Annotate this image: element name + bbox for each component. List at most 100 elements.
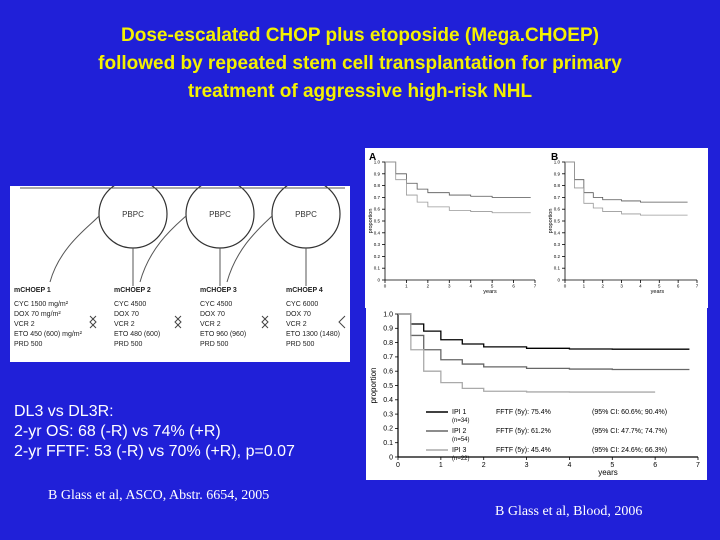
- ipi-survival-chart-svg: 0 0.1 0.2 0.3 0.4 0.5 0.6 0.7 0.8 0.9 1.0 0 1 2 3 4 5 6 7 p…: [369, 311, 700, 477]
- cycle-dose: DOX 70: [114, 311, 139, 318]
- legend-result: FFTF (5y): 75.4%: [496, 409, 551, 416]
- schema-arrow: [139, 215, 187, 283]
- y-tick-label: 0.2: [374, 254, 381, 259]
- title-line: treatment of aggressive high-risk NHL: [187, 81, 533, 102]
- schema-arrow: [226, 215, 273, 283]
- cycle-dose: DOX 70: [286, 311, 311, 318]
- x-tick-label: 2: [601, 284, 604, 289]
- y-tick-label: 0.5: [374, 219, 381, 224]
- pbpc-circle: PBPC: [98, 179, 168, 249]
- pbpc-circle: PBPC: [271, 179, 341, 249]
- x-tick-label: 7: [696, 462, 700, 469]
- x-tick-label: 6: [677, 284, 680, 289]
- panel-label-a: A: [369, 152, 376, 163]
- pbpc-circle: PBPC: [185, 179, 255, 249]
- cycle-dose: PRD 500: [14, 341, 43, 348]
- x-tick-label: 1: [583, 284, 586, 289]
- y-tick-label: 0.4: [383, 397, 393, 404]
- x-tick-label: 7: [534, 284, 537, 289]
- y-tick-label: 0.7: [383, 354, 393, 361]
- x-tick-label: 6: [512, 284, 515, 289]
- cycle-dose: ETO 960 (960): [200, 331, 246, 338]
- y-tick-label: 0.4: [374, 230, 381, 235]
- cycle-dose: DOX 70: [200, 311, 225, 318]
- y-tick-label: 0.3: [383, 411, 393, 418]
- y-tick-label: 0.3: [554, 242, 561, 247]
- citation-asco: B Glass et al, ASCO, Abstr. 6654, 2005: [48, 488, 270, 503]
- summary-line: 2-yr FFTF: 53 (-R) vs 70% (+R), p=0.07: [14, 443, 295, 460]
- cycle-dose: VCR 2: [286, 321, 307, 328]
- y-tick-label: 0.4: [554, 230, 561, 235]
- cycle-dose: CYC 6000: [286, 301, 318, 308]
- legend-ci: (95% CI: 47.7%; 74.7%): [592, 428, 667, 435]
- series-line-ipi-2: [398, 313, 690, 371]
- y-tick-label: 0.8: [554, 183, 561, 188]
- pbpc-label: PBPC: [295, 210, 317, 219]
- y-tick-label: 0.8: [383, 340, 393, 347]
- x-tick-label: 0: [564, 284, 567, 289]
- x-tick-label: 1: [405, 284, 408, 289]
- y-tick-label: 0.6: [374, 207, 381, 212]
- y-tick-label: 0: [389, 454, 393, 461]
- cycle-dose: DOX 70 mg/m²: [14, 311, 61, 318]
- cycle-name: mCHOEP 4: [286, 287, 323, 294]
- cycle-dose: CYC 1500 mg/m²: [14, 301, 69, 308]
- cycle-block-3: mCHOEP 3 CYC 4500 DOX 70 VCR 2 ETO 960 (…: [200, 287, 246, 348]
- cycle-dose: VCR 2: [14, 321, 35, 328]
- y-tick-label: 0.5: [383, 383, 393, 390]
- x-axis-label: years: [651, 289, 665, 295]
- x-tick-label: 5: [610, 462, 614, 469]
- x-tick-label: 7: [696, 284, 699, 289]
- y-axis-label: proportion: [548, 209, 554, 234]
- x-tick-label: 2: [482, 462, 486, 469]
- x-tick-label: 4: [567, 462, 571, 469]
- cycle-dose: PRD 500: [286, 341, 315, 348]
- cycle-dose: ETO 480 (600): [114, 331, 160, 338]
- y-tick-label: 0.1: [374, 266, 381, 271]
- y-tick-label: 0.1: [554, 266, 561, 271]
- cycle-name: mCHOEP 3: [200, 287, 237, 294]
- y-tick-label: 0.2: [554, 254, 561, 259]
- cycle-name: mCHOEP 1: [14, 287, 51, 294]
- y-tick-label: 0.6: [383, 369, 393, 376]
- y-tick-label: 0: [557, 278, 560, 283]
- survival-chart-ab-svg: A B 0 0.1 0.2 0.3 0.4 0.5 0.6 0.7 0.8 0.9 1.0 0 1 2 3 4 5 6…: [368, 152, 699, 295]
- x-tick-label: 3: [525, 462, 529, 469]
- legend-n: (n=34): [452, 418, 470, 424]
- x-tick-label: 3: [620, 284, 623, 289]
- cycle-dose: CYC 4500: [200, 301, 232, 308]
- y-tick-label: 0.7: [554, 195, 561, 200]
- series-line-os: [565, 161, 688, 203]
- y-tick-label: 0: [377, 278, 380, 283]
- y-tick-label: 0.9: [374, 171, 381, 176]
- survival-chart-panels-ab: A B 0 0.1 0.2 0.3 0.4 0.5 0.6 0.7 0.8 0.9 1.0 0 1 2 3 4 5 6…: [365, 148, 708, 308]
- schema-brackets: [89, 315, 346, 329]
- series-line-fftf: [385, 161, 531, 214]
- x-tick-label: 0: [396, 462, 400, 469]
- x-tick-label: 1: [439, 462, 443, 469]
- pbpc-label: PBPC: [209, 210, 231, 219]
- x-axis-label: years: [598, 468, 618, 477]
- pbpc-label: PBPC: [122, 210, 144, 219]
- y-tick-label: 0.6: [554, 207, 561, 212]
- title-line: followed by repeated stem cell transplan…: [98, 53, 622, 74]
- legend-ci: (95% CI: 60.6%; 90.4%): [592, 409, 667, 416]
- y-tick-label: 0.8: [374, 183, 381, 188]
- x-tick-label: 5: [491, 284, 494, 289]
- y-tick-label: 1.0: [383, 311, 393, 318]
- cycle-dose: PRD 500: [114, 341, 143, 348]
- title-line: Dose-escalated CHOP plus etoposide (Mega…: [121, 25, 599, 46]
- y-tick-label: 1.0: [554, 160, 561, 165]
- cycle-name: mCHOEP 2: [114, 287, 151, 294]
- panel-label-b: B: [551, 152, 558, 163]
- legend-group: IPI 2: [452, 428, 467, 435]
- series-line-os: [385, 161, 531, 198]
- cycle-block-4: mCHOEP 4 CYC 6000 DOX 70 VCR 2 ETO 1300 …: [286, 287, 340, 348]
- y-tick-label: 0.3: [374, 242, 381, 247]
- cycle-block-2: mCHOEP 2 CYC 4500 DOX 70 VCR 2 ETO 480 (…: [114, 287, 160, 348]
- series-line-ipi-3: [398, 313, 656, 393]
- series-line-ipi-1: [398, 313, 690, 350]
- x-axis-label: years: [483, 289, 497, 295]
- legend-n: (n=22): [452, 456, 470, 462]
- y-tick-label: 0.5: [554, 219, 561, 224]
